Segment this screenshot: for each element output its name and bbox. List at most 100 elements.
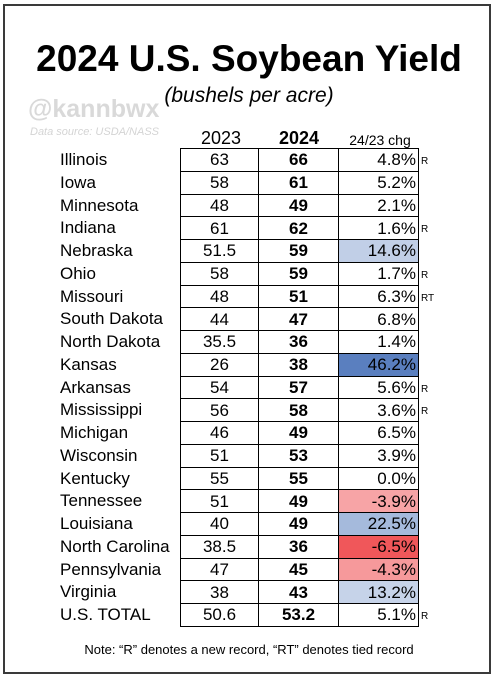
state-label: North Dakota	[60, 332, 161, 351]
change-cell: 2.1%	[338, 193, 419, 218]
column-header-change: 24/23 chg	[349, 132, 411, 148]
state-label: Wisconsin	[60, 445, 138, 465]
yield-2024-cell: 59	[258, 239, 339, 263]
yield-2024-cell: 59	[258, 261, 339, 286]
yield-2024-cell: 49	[258, 421, 339, 445]
record-mark	[421, 194, 434, 217]
state-labels: Illinois Iowa Minnesota Indiana Nebraska Ohio…	[60, 148, 170, 626]
column-header-2024: 2024	[278, 128, 320, 148]
change-cell: 5.2%	[338, 170, 419, 195]
record-mark	[421, 444, 434, 467]
yield-2023-cell: 61	[180, 216, 259, 240]
record-mark	[421, 489, 434, 512]
yield-2023-cell: 56	[180, 398, 259, 422]
change-cell: 6.8%	[338, 307, 419, 331]
table-row: 55 55 0.0%	[180, 466, 419, 491]
state-label: Nebraska	[60, 241, 133, 260]
yield-2023-cell: 58	[180, 261, 259, 286]
watermark-handle: @kannbwx	[28, 95, 160, 123]
table-row: 63 66 4.8%	[180, 148, 419, 172]
yield-2024-cell: 55	[258, 466, 339, 491]
change-cell: -3.9%	[338, 489, 419, 513]
yield-2024-cell: 38	[258, 352, 339, 377]
yield-2024-cell: 36	[258, 534, 339, 559]
yield-2024-cell: 49	[258, 489, 339, 513]
table-row: 56 58 3.6%	[180, 398, 419, 422]
yield-2024-cell: 45	[258, 557, 339, 582]
table-row: 58 61 5.2%	[180, 170, 419, 195]
table-row: 54 57 5.6%	[180, 375, 419, 400]
record-mark: R	[421, 611, 429, 622]
state-label: Tennessee	[60, 491, 143, 511]
yield-2023-cell: 55	[180, 466, 259, 491]
change-cell: 3.9%	[338, 443, 419, 468]
change-cell: 46.2%	[338, 352, 419, 377]
record-mark	[421, 467, 434, 490]
record-mark	[421, 580, 434, 603]
change-cell: 6.3%	[338, 284, 419, 309]
record-mark: R	[421, 383, 429, 395]
state-label: Arkansas	[60, 377, 131, 397]
state-label: South Dakota	[60, 309, 164, 329]
change-cell: -4.3%	[338, 557, 419, 582]
record-mark	[421, 558, 434, 581]
table-row: 51.5 59 14.6%	[180, 239, 419, 263]
yield-2023-cell: 47	[180, 557, 259, 582]
yield-2024-cell: 53.2	[258, 603, 339, 627]
chart-subtitle: (bushels per acre)	[164, 84, 334, 107]
state-label: Mississippi	[60, 400, 143, 420]
chart-frame	[3, 4, 491, 674]
record-mark	[421, 330, 434, 353]
change-cell: -6.5%	[338, 534, 419, 559]
record-mark: R	[421, 269, 429, 281]
state-label: Illinois	[60, 150, 108, 169]
yield-2024-cell: 47	[258, 307, 339, 331]
yield-2023-cell: 26	[180, 352, 259, 377]
table-row: 51 49 -3.9%	[180, 489, 419, 513]
record-mark: RT	[421, 292, 435, 304]
yield-2023-cell: 51	[180, 443, 259, 468]
state-label: Michigan	[60, 423, 129, 442]
change-cell: 3.6%	[338, 398, 419, 422]
yield-2024-cell: 51	[258, 284, 339, 309]
table-row: 48 51 6.3%	[180, 284, 419, 309]
yield-2024-cell: 61	[258, 170, 339, 195]
table-row: 44 47 6.8%	[180, 307, 419, 331]
yield-2024-cell: 66	[258, 148, 339, 172]
yield-2023-cell: 51.5	[180, 239, 259, 263]
record-mark: R	[421, 406, 429, 418]
state-label: Iowa	[60, 172, 96, 192]
table-row: 50.6 53.2 5.1%	[180, 603, 419, 627]
change-cell: 1.6%	[338, 216, 419, 240]
change-cell: 14.6%	[338, 239, 419, 263]
record-marks: R R R RT R R R	[421, 148, 434, 626]
change-cell: 5.1%	[338, 603, 419, 627]
yield-2023-cell: 50.6	[180, 603, 259, 627]
yield-2023-cell: 48	[180, 284, 259, 309]
yield-table: 63 66 4.8% 58 61 5.2% 48 49 2.1% 61 62 1.6% 51.5 59 14…	[180, 148, 419, 627]
change-cell: 6.5%	[338, 421, 419, 445]
change-cell: 22.5%	[338, 512, 419, 536]
table-row: 40 49 22.5%	[180, 512, 419, 536]
table-row: 51 53 3.9%	[180, 443, 419, 468]
yield-2023-cell: 38	[180, 580, 259, 604]
yield-2024-cell: 58	[258, 398, 339, 422]
yield-2023-cell: 54	[180, 375, 259, 400]
record-mark	[421, 239, 434, 262]
yield-2024-cell: 53	[258, 443, 339, 468]
table-row: 38 43 13.2%	[180, 580, 419, 604]
state-label: U.S. TOTAL	[60, 605, 151, 624]
change-cell: 5.6%	[338, 375, 419, 400]
table-row: 35.5 36 1.4%	[180, 330, 419, 354]
yield-2023-cell: 51	[180, 489, 259, 513]
yield-2023-cell: 58	[180, 170, 259, 195]
yield-2023-cell: 38.5	[180, 534, 259, 559]
state-label: Kentucky	[60, 468, 130, 488]
table-row: 26 38 46.2%	[180, 352, 419, 377]
record-mark: R	[421, 156, 429, 167]
column-header-2023: 2023	[200, 128, 242, 148]
yield-2024-cell: 49	[258, 512, 339, 536]
change-cell: 13.2%	[338, 580, 419, 604]
change-cell: 4.8%	[338, 148, 419, 172]
yield-2023-cell: 35.5	[180, 330, 259, 354]
